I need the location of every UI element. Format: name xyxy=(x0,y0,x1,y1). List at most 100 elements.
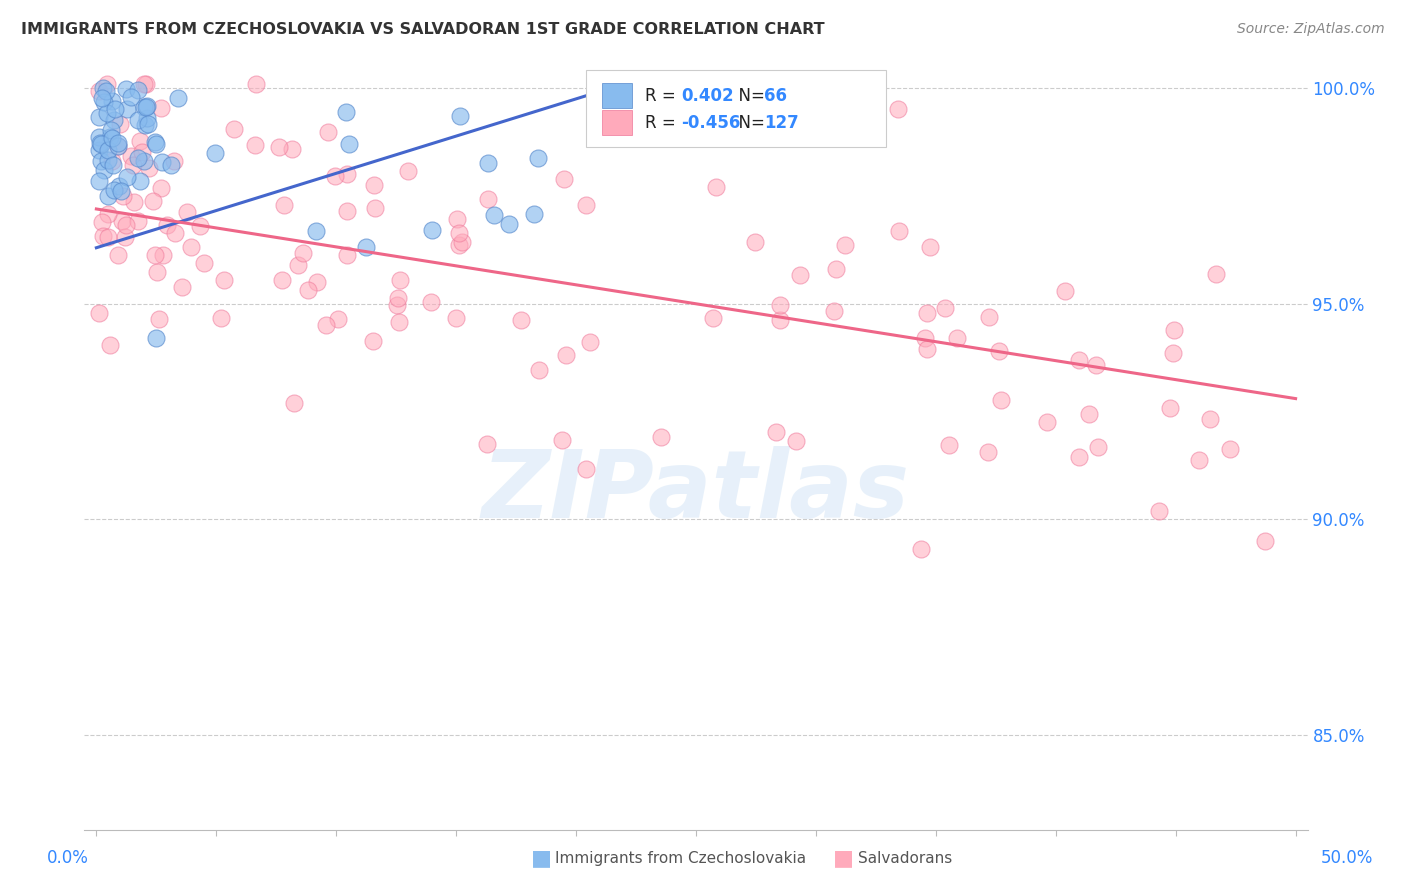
Point xyxy=(1159,401,1181,415)
Text: ■: ■ xyxy=(531,848,551,868)
Point xyxy=(318,125,340,139)
Point xyxy=(122,195,145,210)
Point xyxy=(510,313,533,327)
Text: R =: R = xyxy=(644,87,681,104)
Point xyxy=(910,541,932,556)
Point xyxy=(150,155,173,169)
Point xyxy=(444,311,467,326)
Point xyxy=(114,230,136,244)
Point xyxy=(1087,441,1109,455)
Point xyxy=(136,117,159,131)
Point xyxy=(825,261,848,276)
Point xyxy=(97,229,120,244)
Point xyxy=(120,149,142,163)
Point xyxy=(388,315,411,329)
Point xyxy=(388,273,411,287)
Point xyxy=(115,102,138,116)
Point xyxy=(744,235,766,249)
Point xyxy=(121,158,143,172)
Point xyxy=(127,151,149,165)
Point xyxy=(107,139,129,153)
Point xyxy=(163,227,186,241)
Point xyxy=(914,331,936,345)
Point xyxy=(134,118,156,132)
Text: N=: N= xyxy=(728,87,770,104)
Point xyxy=(1219,442,1241,457)
Point xyxy=(446,211,468,226)
Point xyxy=(94,84,117,98)
Text: 0.0%: 0.0% xyxy=(46,849,89,867)
Point xyxy=(356,239,378,253)
Point xyxy=(96,106,118,120)
Point xyxy=(396,164,419,178)
Point xyxy=(976,445,998,459)
Point xyxy=(704,179,727,194)
Point xyxy=(98,338,121,352)
Point xyxy=(110,185,132,199)
Point xyxy=(107,136,129,150)
Point xyxy=(271,273,294,287)
Point xyxy=(204,145,226,160)
Point xyxy=(1036,415,1059,429)
Point xyxy=(420,294,443,309)
Point xyxy=(148,312,170,326)
Point xyxy=(769,312,792,326)
Point xyxy=(450,235,472,250)
Text: -0.456: -0.456 xyxy=(682,113,741,132)
Point xyxy=(172,279,194,293)
Point xyxy=(132,77,155,91)
Text: ■: ■ xyxy=(834,848,853,868)
Point xyxy=(1069,450,1091,464)
FancyBboxPatch shape xyxy=(602,110,633,136)
Text: Salvadorans: Salvadorans xyxy=(858,851,952,865)
Point xyxy=(97,143,120,157)
Point xyxy=(1205,267,1227,281)
Point xyxy=(387,291,409,305)
Point xyxy=(449,237,471,252)
Point xyxy=(132,154,155,169)
Point xyxy=(1085,358,1108,372)
Point xyxy=(180,240,202,254)
Point xyxy=(90,137,112,152)
Point xyxy=(120,89,142,103)
Point xyxy=(575,462,598,476)
Point xyxy=(160,158,183,172)
Point xyxy=(650,430,672,444)
Point xyxy=(915,306,938,320)
Point xyxy=(145,248,167,262)
Point xyxy=(297,283,319,297)
Point xyxy=(363,178,385,193)
Point xyxy=(188,219,211,233)
Point xyxy=(1078,408,1101,422)
Point xyxy=(156,218,179,232)
Point xyxy=(361,334,384,349)
Point xyxy=(107,248,129,262)
Point xyxy=(280,142,302,156)
Point xyxy=(91,81,114,95)
Point xyxy=(87,84,110,98)
Point xyxy=(131,145,153,160)
Point xyxy=(87,306,110,320)
Point xyxy=(765,425,787,440)
Point xyxy=(887,224,910,238)
Point xyxy=(553,172,575,186)
Point xyxy=(111,213,134,227)
Point xyxy=(834,238,856,252)
Point xyxy=(554,348,576,362)
Point xyxy=(550,434,572,448)
Text: 66: 66 xyxy=(765,87,787,104)
Point xyxy=(150,101,173,115)
Point xyxy=(90,154,112,169)
Point xyxy=(575,197,598,211)
Text: Immigrants from Czechoslovakia: Immigrants from Czechoslovakia xyxy=(555,851,807,865)
Point xyxy=(87,130,110,145)
Point xyxy=(702,311,724,326)
Point xyxy=(979,310,1001,324)
Point xyxy=(132,100,155,114)
Text: Source: ZipAtlas.com: Source: ZipAtlas.com xyxy=(1237,22,1385,37)
Point xyxy=(90,91,112,105)
Point xyxy=(166,91,188,105)
Point xyxy=(103,112,125,127)
Point xyxy=(127,214,149,228)
Text: N=: N= xyxy=(728,113,770,132)
